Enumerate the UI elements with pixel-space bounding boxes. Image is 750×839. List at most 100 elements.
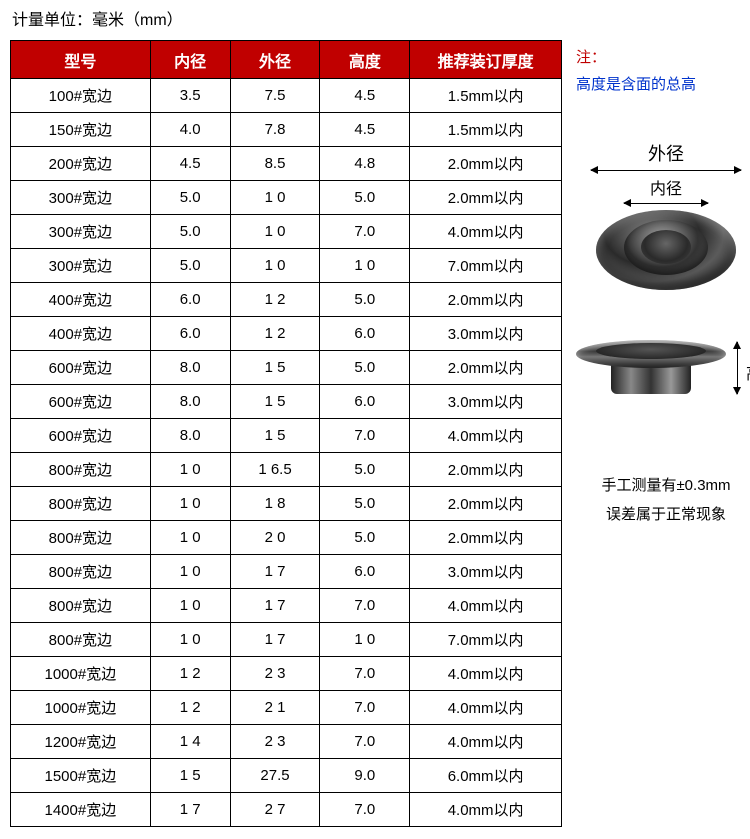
height-arrow (737, 342, 738, 394)
table-cell: 4.5 (320, 113, 410, 147)
table-cell: 6.0mm以内 (410, 759, 562, 793)
table-cell: 4.0mm以内 (410, 657, 562, 691)
table-cell: 4.0 (150, 113, 230, 147)
table-cell: 1 0 (320, 623, 410, 657)
table-cell: 800#宽边 (11, 453, 151, 487)
table-cell: 1 0 (230, 181, 320, 215)
table-cell: 800#宽边 (11, 589, 151, 623)
table-cell: 1500#宽边 (11, 759, 151, 793)
table-row: 300#宽边5.01 07.04.0mm以内 (11, 215, 562, 249)
table-cell: 300#宽边 (11, 215, 151, 249)
diagram-top-view: 外径 内径 (576, 140, 750, 290)
table-cell: 5.0 (150, 249, 230, 283)
table-cell: 200#宽边 (11, 147, 151, 181)
table-cell: 1 2 (150, 657, 230, 691)
column-header: 内径 (150, 41, 230, 79)
column-header: 高度 (320, 41, 410, 79)
table-cell: 7.8 (230, 113, 320, 147)
table-cell: 1 0 (150, 453, 230, 487)
table-cell: 1 5 (150, 759, 230, 793)
table-row: 1400#宽边1 72 77.04.0mm以内 (11, 793, 562, 827)
note-label: 注： (576, 46, 750, 67)
table-cell: 2.0mm以内 (410, 453, 562, 487)
table-cell: 2.0mm以内 (410, 521, 562, 555)
table-cell: 7.0 (320, 793, 410, 827)
table-cell: 600#宽边 (11, 351, 151, 385)
table-row: 800#宽边1 01 77.04.0mm以内 (11, 589, 562, 623)
table-cell: 1 0 (230, 249, 320, 283)
table-row: 600#宽边8.01 57.04.0mm以内 (11, 419, 562, 453)
table-cell: 800#宽边 (11, 521, 151, 555)
table-cell: 1 0 (230, 215, 320, 249)
table-cell: 5.0 (320, 181, 410, 215)
table-cell: 3.0mm以内 (410, 317, 562, 351)
table-cell: 2 7 (230, 793, 320, 827)
table-cell: 1 2 (150, 691, 230, 725)
table-cell: 4.0mm以内 (410, 419, 562, 453)
table-cell: 5.0 (150, 181, 230, 215)
height-label: 高 (746, 360, 750, 384)
table-cell: 3.0mm以内 (410, 555, 562, 589)
table-cell: 6.0 (150, 317, 230, 351)
table-cell: 5.0 (320, 283, 410, 317)
table-cell: 1200#宽边 (11, 725, 151, 759)
tolerance-line-1: 手工测量有±0.3mm (576, 472, 750, 501)
table-cell: 4.8 (320, 147, 410, 181)
table-cell: 1 5 (230, 385, 320, 419)
table-cell: 2.0mm以内 (410, 351, 562, 385)
table-row: 300#宽边5.01 05.02.0mm以内 (11, 181, 562, 215)
column-header: 外径 (230, 41, 320, 79)
table-cell: 4.5 (150, 147, 230, 181)
table-cell: 1 0 (320, 249, 410, 283)
table-cell: 2 0 (230, 521, 320, 555)
table-cell: 1.5mm以内 (410, 113, 562, 147)
table-cell: 1 2 (230, 283, 320, 317)
table-cell: 5.0 (320, 487, 410, 521)
table-cell: 2 3 (230, 725, 320, 759)
eyelet-side-illustration (576, 340, 726, 400)
table-cell: 3.5 (150, 79, 230, 113)
table-cell: 1 7 (230, 589, 320, 623)
table-cell: 2 1 (230, 691, 320, 725)
table-cell: 600#宽边 (11, 385, 151, 419)
table-cell: 5.0 (320, 453, 410, 487)
table-cell: 1 2 (230, 317, 320, 351)
table-cell: 5.0 (320, 521, 410, 555)
table-cell: 5.0 (150, 215, 230, 249)
table-cell: 2.0mm以内 (410, 283, 562, 317)
table-cell: 100#宽边 (11, 79, 151, 113)
note-text: 高度是含面的总高 (576, 73, 750, 94)
table-cell: 1 7 (230, 623, 320, 657)
spec-table: 型号内径外径高度推荐装订厚度 100#宽边3.57.54.51.5mm以内150… (10, 40, 562, 827)
table-cell: 4.0mm以内 (410, 215, 562, 249)
eyelet-top-illustration (596, 210, 736, 290)
unit-label: 计量单位：毫米（mm） (0, 0, 750, 36)
table-cell: 1 0 (150, 487, 230, 521)
column-header: 型号 (11, 41, 151, 79)
table-cell: 27.5 (230, 759, 320, 793)
table-row: 600#宽边8.01 56.03.0mm以内 (11, 385, 562, 419)
table-cell: 8.5 (230, 147, 320, 181)
table-cell: 7.0 (320, 215, 410, 249)
table-row: 800#宽边1 01 85.02.0mm以内 (11, 487, 562, 521)
table-cell: 7.0mm以内 (410, 623, 562, 657)
table-cell: 150#宽边 (11, 113, 151, 147)
table-row: 1500#宽边1 527.59.06.0mm以内 (11, 759, 562, 793)
table-row: 800#宽边1 02 05.02.0mm以内 (11, 521, 562, 555)
table-cell: 2.0mm以内 (410, 181, 562, 215)
table-cell: 6.0 (320, 385, 410, 419)
table-row: 800#宽边1 01 71 07.0mm以内 (11, 623, 562, 657)
table-row: 400#宽边6.01 25.02.0mm以内 (11, 283, 562, 317)
table-row: 150#宽边4.07.84.51.5mm以内 (11, 113, 562, 147)
tolerance-note: 手工测量有±0.3mm 误差属于正常现象 (576, 472, 750, 529)
table-cell: 800#宽边 (11, 487, 151, 521)
table-cell: 8.0 (150, 351, 230, 385)
side-panel: 注： 高度是含面的总高 外径 内径 高 手工测量有±0.3mm 误差属于正常现象 (562, 40, 750, 827)
table-cell: 1 7 (230, 555, 320, 589)
table-cell: 4.0mm以内 (410, 793, 562, 827)
table-cell: 2.0mm以内 (410, 147, 562, 181)
table-cell: 3.0mm以内 (410, 385, 562, 419)
table-cell: 9.0 (320, 759, 410, 793)
table-cell: 800#宽边 (11, 555, 151, 589)
inner-diameter-arrow (624, 203, 708, 204)
